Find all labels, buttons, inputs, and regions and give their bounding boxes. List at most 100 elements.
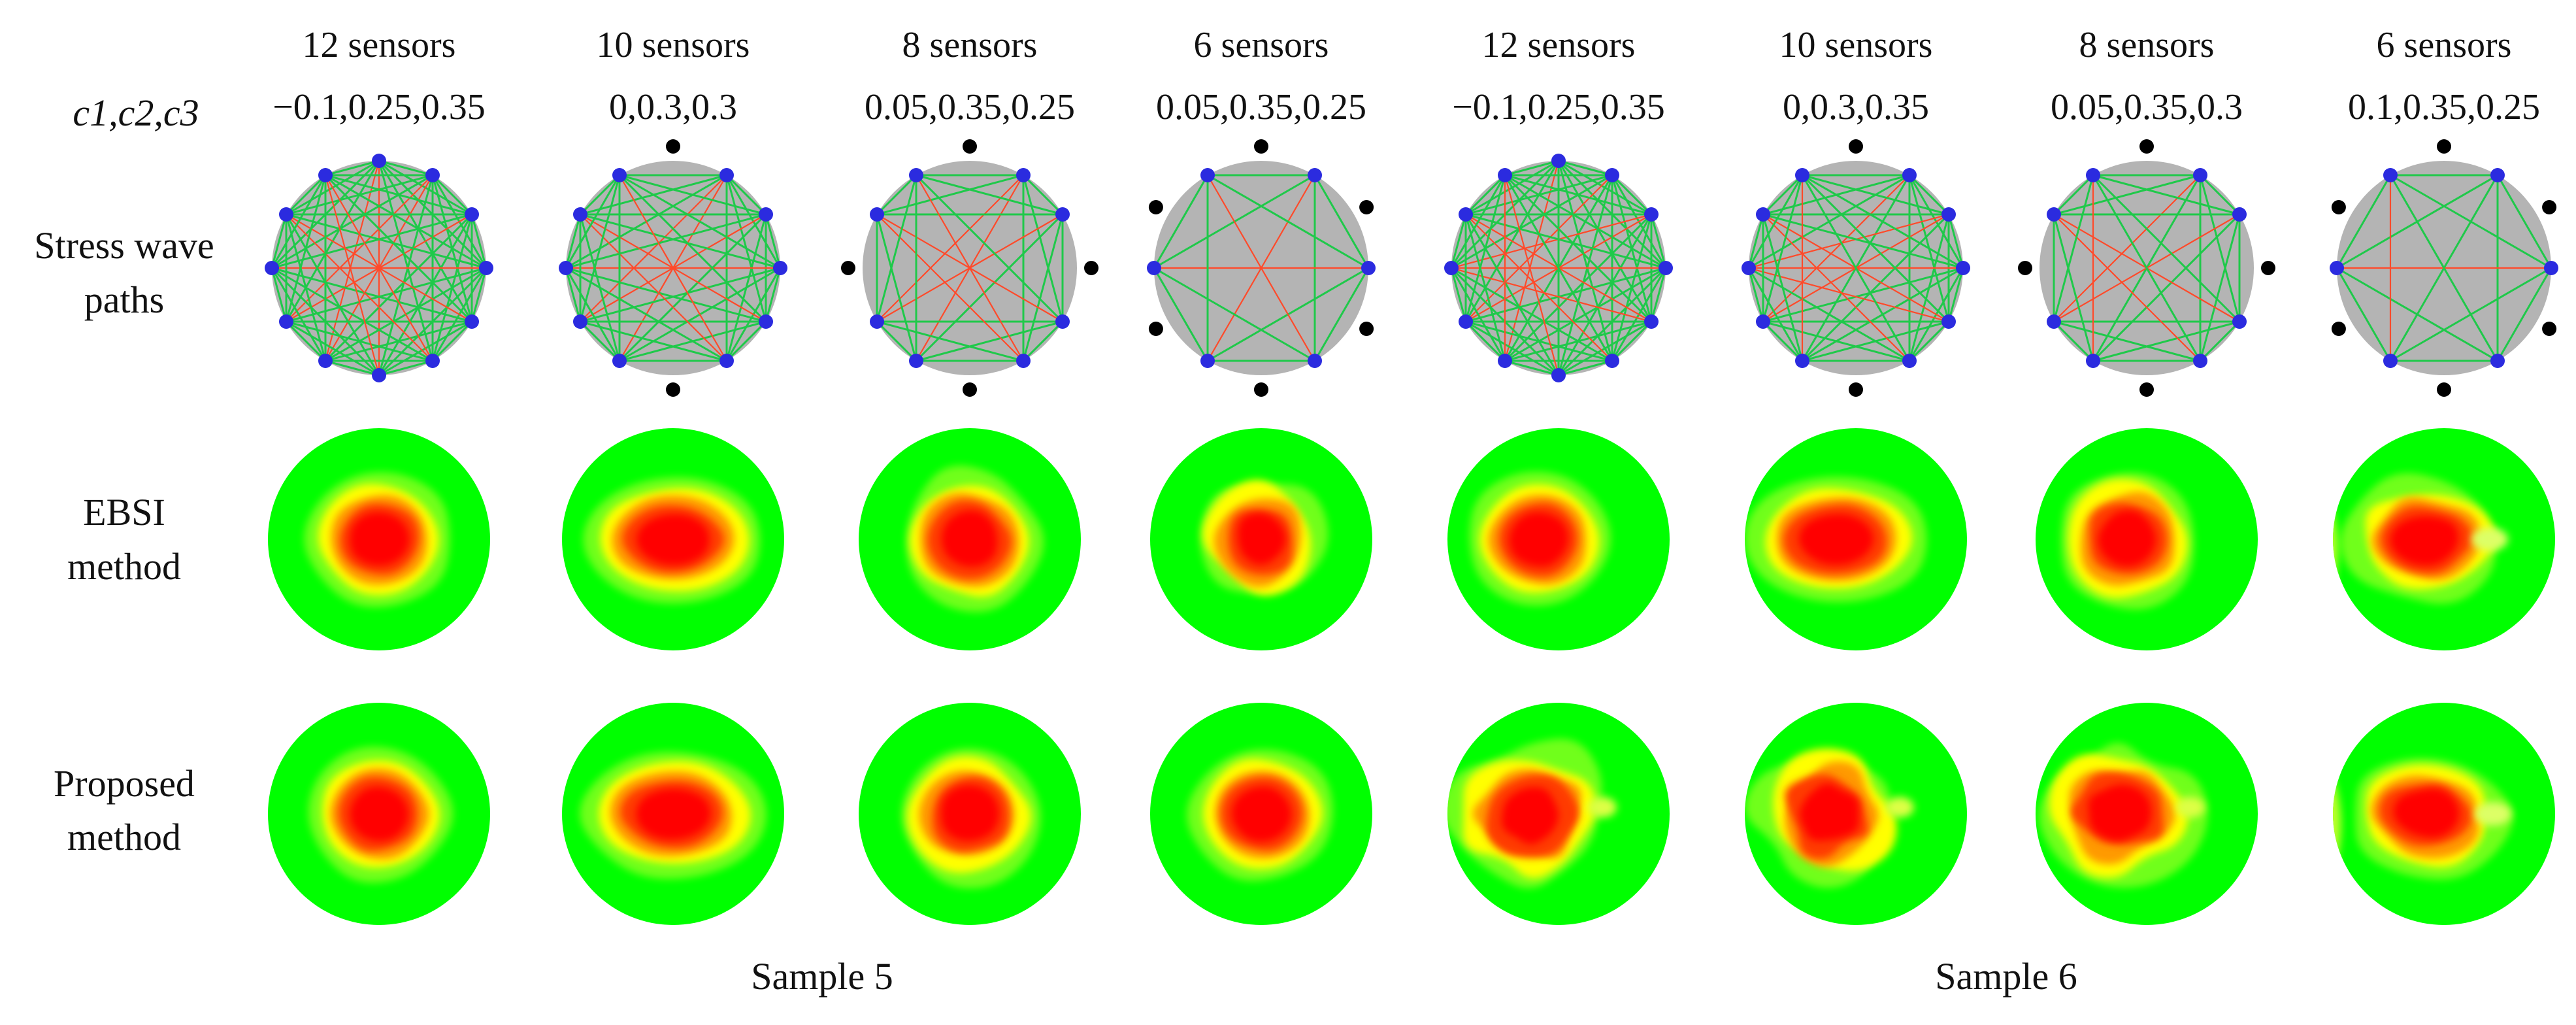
active-sensor [318, 168, 333, 182]
proposed-heatmap [268, 703, 490, 925]
inactive-sensor [2437, 382, 2451, 397]
healthy-path [2199, 174, 2241, 216]
healthy-path [1801, 213, 1950, 362]
active-sensor [1551, 368, 1566, 382]
ebsi-heatmap [268, 428, 490, 650]
healthy-path [1747, 175, 1804, 269]
active-sensor [1941, 314, 1956, 329]
healthy-path [325, 174, 487, 269]
healthy-path [285, 174, 327, 216]
proposed-heatmap [2333, 703, 2555, 925]
ebsi-heatmap [2036, 428, 2258, 650]
healthy-path [1762, 320, 1804, 362]
healthy-path [271, 267, 288, 322]
active-sensor [2383, 168, 2398, 182]
active-sensor [265, 261, 279, 275]
defect-path [1504, 175, 1560, 376]
inactive-sensor [963, 382, 977, 397]
defect-path [1465, 175, 1613, 322]
active-sensor [909, 168, 923, 182]
active-sensor [2490, 354, 2505, 368]
healthy-path [286, 267, 487, 323]
healthy-path [271, 214, 288, 269]
healthy-path [2199, 320, 2241, 362]
stress-wave-diagram [1444, 154, 1673, 382]
inactive-sensor [2139, 382, 2154, 397]
defect-path [1504, 160, 1560, 361]
healthy-path [876, 320, 1024, 362]
inactive-sensor [1254, 139, 1268, 154]
healthy-path [1464, 214, 1506, 361]
healthy-path [2496, 267, 2552, 361]
column-sensors-label: 8 sensors [902, 25, 1038, 65]
healthy-path [1465, 267, 1666, 323]
inactive-sensor [1254, 382, 1268, 397]
active-sensor [2047, 207, 2061, 222]
active-sensor [2544, 261, 2558, 275]
healthy-path [1465, 320, 1559, 377]
healthy-path [565, 267, 582, 322]
healthy-path [2336, 267, 2392, 361]
active-sensor [1659, 261, 1673, 275]
proposed-heatmap [1150, 703, 1372, 925]
healthy-path [1801, 175, 1911, 361]
ebsi-defect-region [1469, 471, 1611, 606]
param-row-label: c1,c2,c3 [73, 92, 199, 134]
healthy-path [1504, 174, 1652, 216]
healthy-path [431, 174, 473, 216]
active-sensor [2232, 207, 2247, 222]
healthy-path [916, 174, 1063, 216]
healthy-path [580, 267, 781, 323]
proposed-defect-region [308, 747, 454, 883]
defect-path [286, 175, 433, 322]
stress-wave-diagram [1147, 139, 1376, 397]
column-sensors-label: 6 sensors [1194, 25, 1329, 65]
healthy-path [271, 213, 472, 269]
stress-wave-diagram [265, 154, 493, 382]
defect-path [1451, 267, 1652, 323]
healthy-path [471, 214, 487, 269]
active-sensor [2047, 314, 2061, 329]
active-sensor [318, 354, 333, 368]
active-sensor [279, 314, 293, 329]
healthy-path [1464, 320, 1506, 362]
active-sensor [1016, 354, 1031, 368]
healthy-path [378, 160, 434, 361]
ebsi-heatmap [1150, 428, 1372, 650]
healthy-path [2389, 175, 2499, 361]
healthy-path [876, 174, 1024, 216]
healthy-path [725, 174, 767, 216]
column-params-label: 0,0.3,0.35 [1783, 87, 1929, 127]
active-sensor [1551, 154, 1566, 168]
healthy-path [1762, 267, 1964, 323]
ebsi-heatmap [859, 428, 1081, 650]
active-sensor [1016, 168, 1031, 182]
active-sensor [1941, 207, 1956, 222]
column-params-label: 0.05,0.35,0.25 [1156, 87, 1366, 127]
defect-path [876, 214, 1024, 361]
healthy-path [1022, 175, 1064, 322]
healthy-path [431, 320, 473, 362]
active-sensor [773, 261, 787, 275]
inactive-sensor [2437, 139, 2451, 154]
healthy-path [285, 320, 327, 362]
inactive-sensor [2261, 261, 2275, 275]
healthy-path [619, 174, 767, 216]
active-sensor [1200, 168, 1215, 182]
active-sensor [573, 207, 587, 222]
defect-path [580, 214, 727, 361]
defect-path [1748, 213, 1949, 269]
active-sensor [372, 154, 386, 168]
active-sensor [1756, 314, 1770, 329]
healthy-path [618, 174, 767, 323]
healthy-path [1762, 175, 1804, 322]
healthy-path [619, 174, 781, 269]
column-sensors-label: 8 sensors [2079, 25, 2215, 65]
ebsi-heatmap [2333, 428, 2555, 650]
active-sensor [612, 354, 627, 368]
active-sensor [719, 354, 734, 368]
healthy-path [1650, 267, 1667, 322]
row-label-proposed-line2: method [67, 816, 181, 858]
active-sensor [2490, 168, 2505, 182]
defect-path [324, 160, 380, 361]
